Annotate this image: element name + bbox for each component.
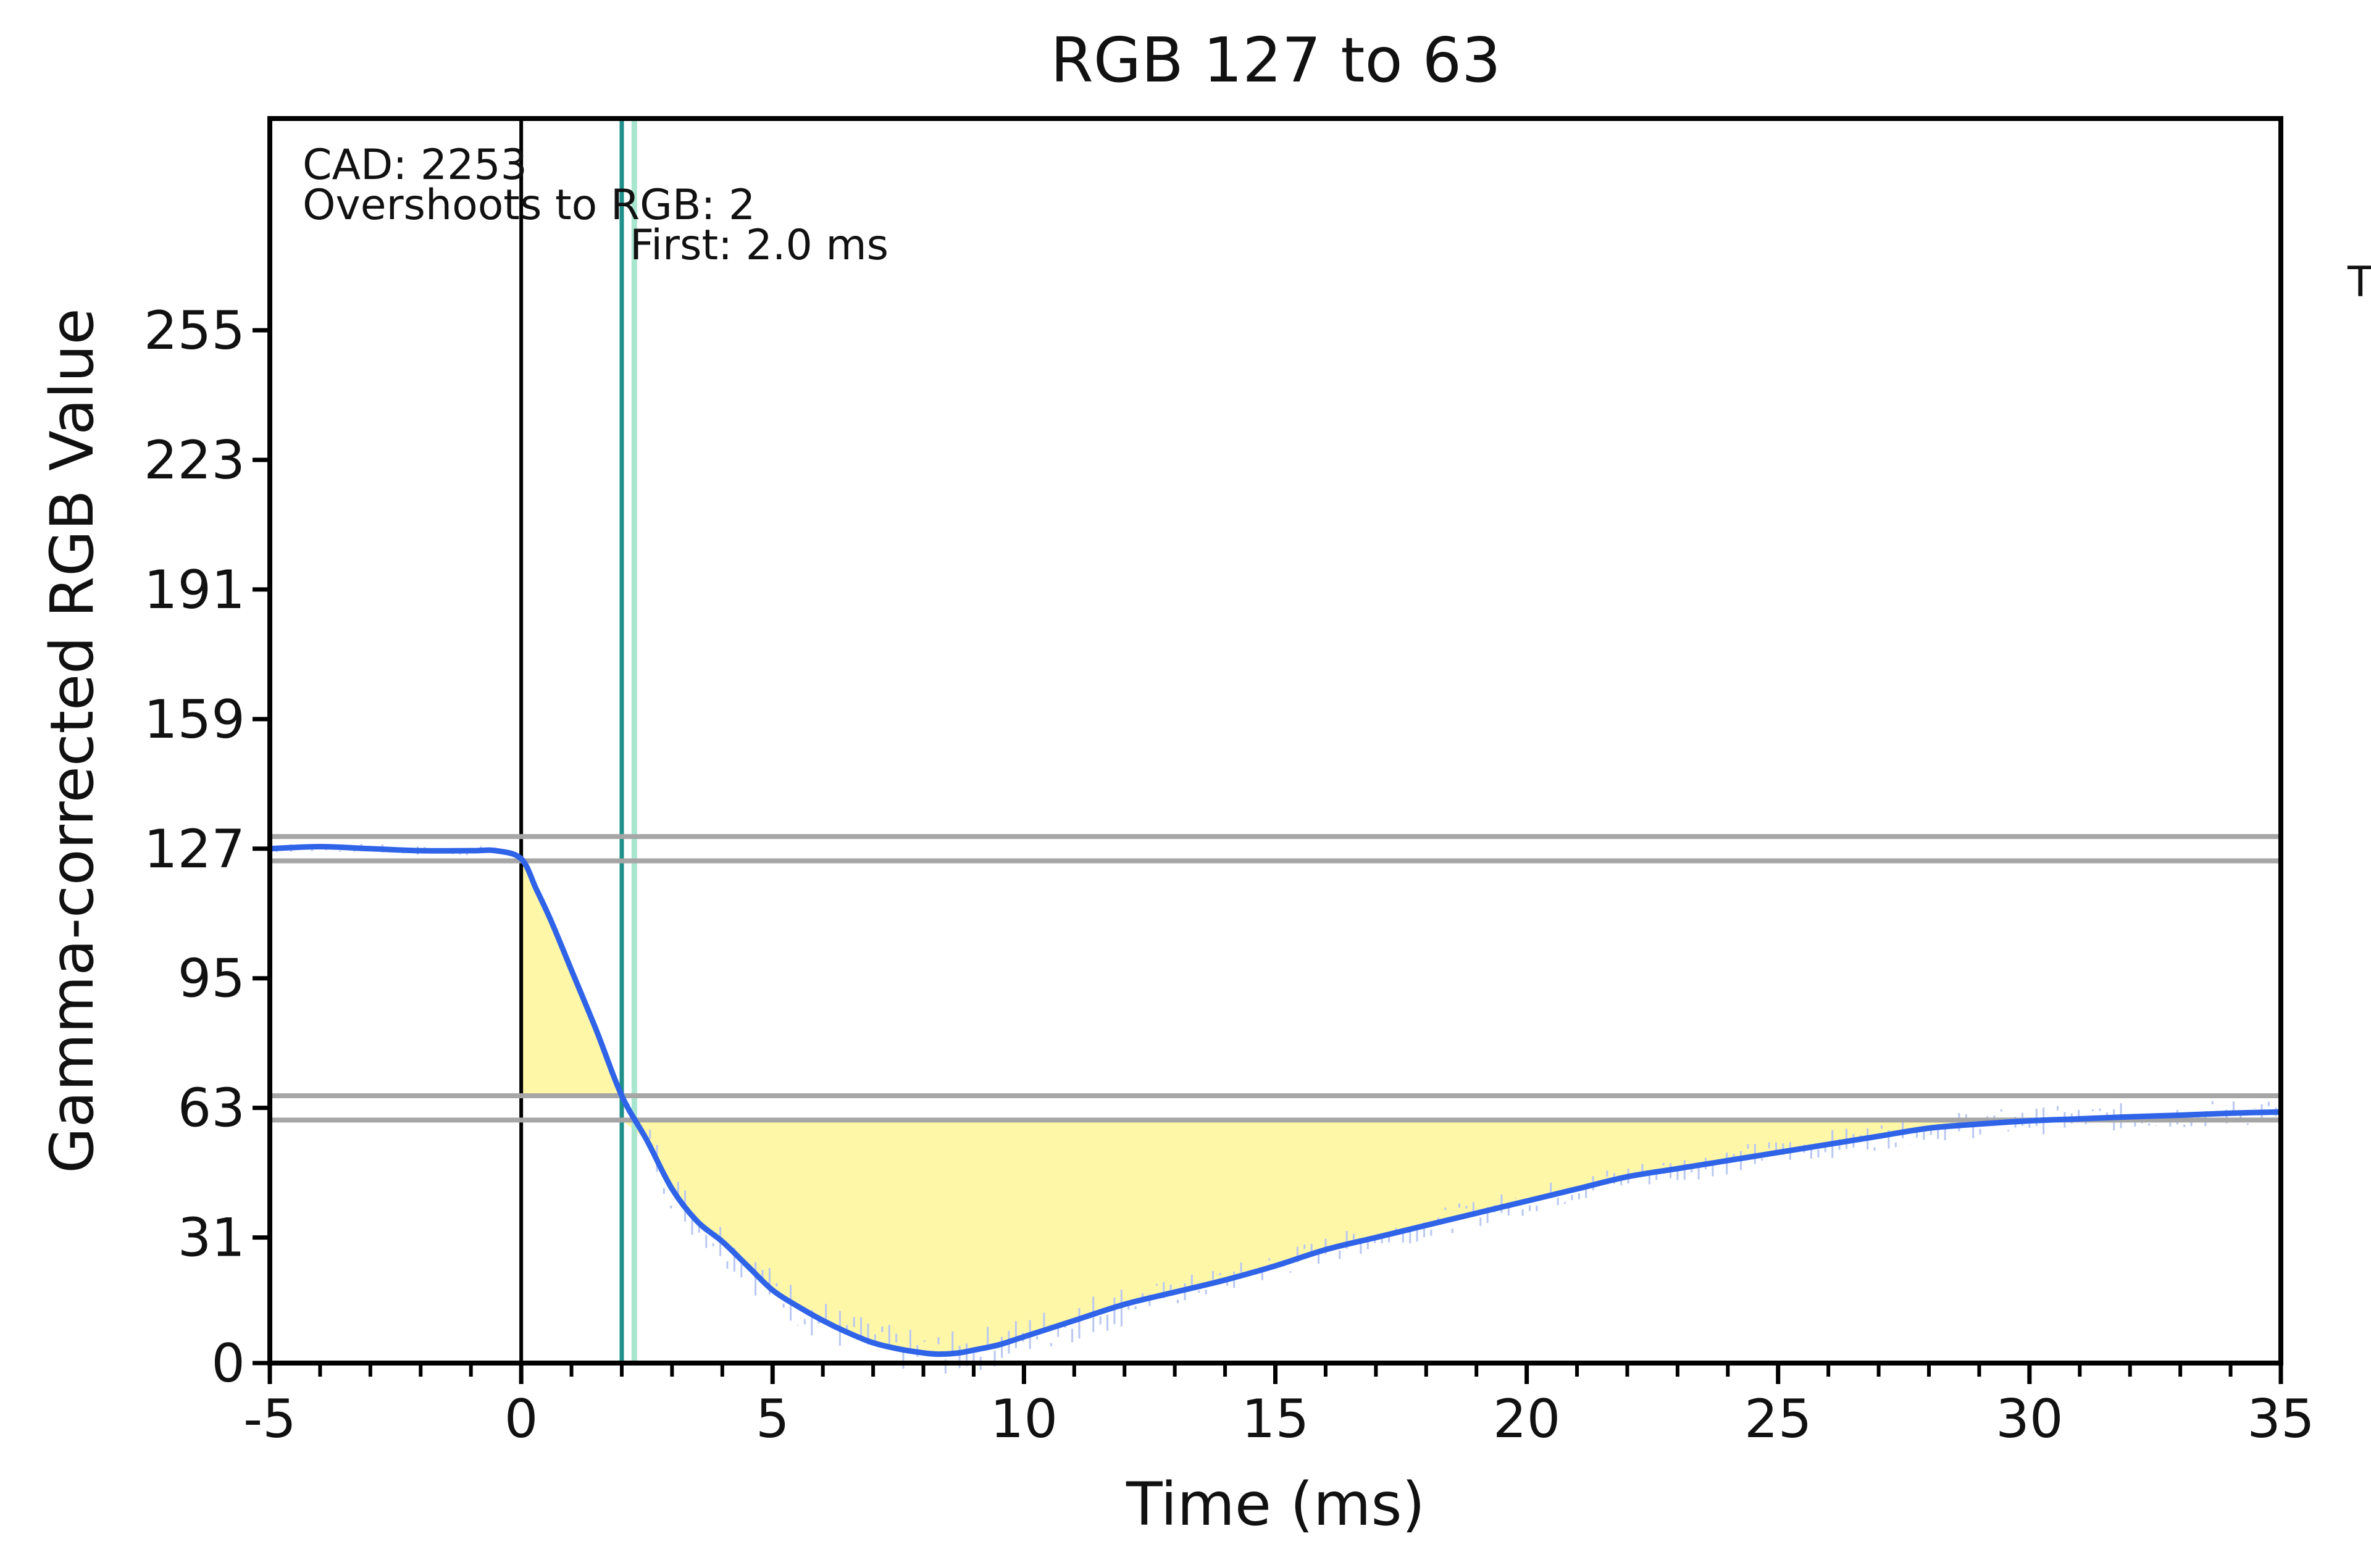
response-series — [269, 844, 2281, 1357]
x-tick-label: 20 — [1493, 1388, 1560, 1450]
x-tick-label: 25 — [1744, 1388, 1812, 1450]
y-tick-label: 127 — [144, 819, 245, 880]
deviation-fill — [521, 859, 2281, 1354]
x-tick-label: 30 — [1996, 1388, 2063, 1450]
overshoot-annotation: Overshoots to RGB: 2 — [303, 181, 755, 230]
y-axis-label: Gamma-corrected RGB Value — [38, 308, 107, 1173]
y-tick-label: 159 — [144, 689, 245, 751]
x-tick-label: 15 — [1242, 1388, 1309, 1450]
x-tick-label: 35 — [2247, 1388, 2314, 1450]
x-tick-label: 10 — [990, 1388, 1058, 1450]
x-tick-label: 5 — [756, 1388, 790, 1450]
tolerance-bands — [270, 834, 2281, 1123]
first-annotation: First: 2.0 ms — [630, 221, 889, 270]
x-tick-label: 0 — [504, 1388, 538, 1450]
raw-measurements — [269, 843, 2277, 1374]
cad-annotation: CAD: 2253 — [303, 141, 527, 190]
y-tick-label: 0 — [211, 1333, 245, 1395]
x-axis-label: Time (ms) — [1126, 1470, 1425, 1539]
y-tick-label: 255 — [144, 300, 245, 362]
y-tick-label: 191 — [144, 559, 245, 621]
y-tick-label: 31 — [178, 1207, 245, 1269]
x-tick-label: -5 — [243, 1388, 296, 1450]
right-edge-annotation: T — [2347, 258, 2371, 307]
y-tick-label: 95 — [178, 948, 245, 1010]
y-tick-label: 223 — [144, 430, 245, 491]
annotations: CAD: 2253 Overshoots to RGB: 2 First: 2.… — [303, 141, 2371, 307]
plot-frame — [267, 116, 2283, 1366]
vertical-markers — [519, 119, 637, 1363]
chart-title: RGB 127 to 63 — [1050, 24, 1500, 96]
y-tick-label: 63 — [178, 1078, 245, 1140]
response-line — [269, 844, 2281, 1357]
fill-overshoot-region — [621, 1120, 2281, 1354]
